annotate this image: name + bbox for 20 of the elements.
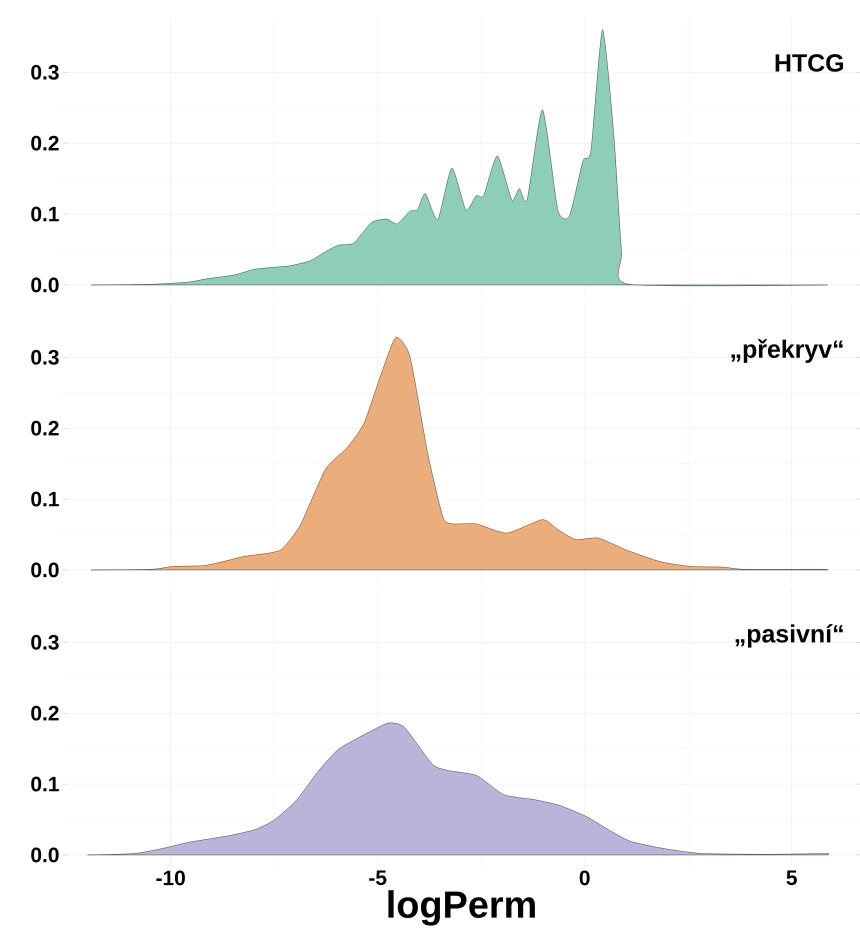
y-tick-label: 0.2 [31,136,59,151]
y-tick-label: 0.3 [31,350,59,365]
y-tick-label: 0.1 [31,492,59,506]
y-tick-label: 0.2 [31,420,59,436]
x-tick-label: 0 [580,870,590,886]
annotation: „překryv“ [731,339,843,363]
y-tick-label: 0.0 [31,562,59,578]
x-tick-label: -5 [369,870,386,886]
x-axis-title: logPerm [388,890,535,926]
y-tick-label: 0.0 [31,848,59,862]
y-tick-label: 0.3 [31,64,59,80]
y-tick-label: 0.1 [31,776,59,792]
annotation: HTCG [776,54,843,72]
x-tick-label: 5 [786,870,797,886]
y-tick-label: 0.0 [31,278,59,292]
x-tick-label: -10 [156,870,185,886]
y-tick-label: 0.3 [31,634,59,650]
annotation: „pasivní“ [736,624,843,648]
y-tick-label: 0.1 [31,206,59,222]
y-tick-label: 0.2 [31,706,59,721]
